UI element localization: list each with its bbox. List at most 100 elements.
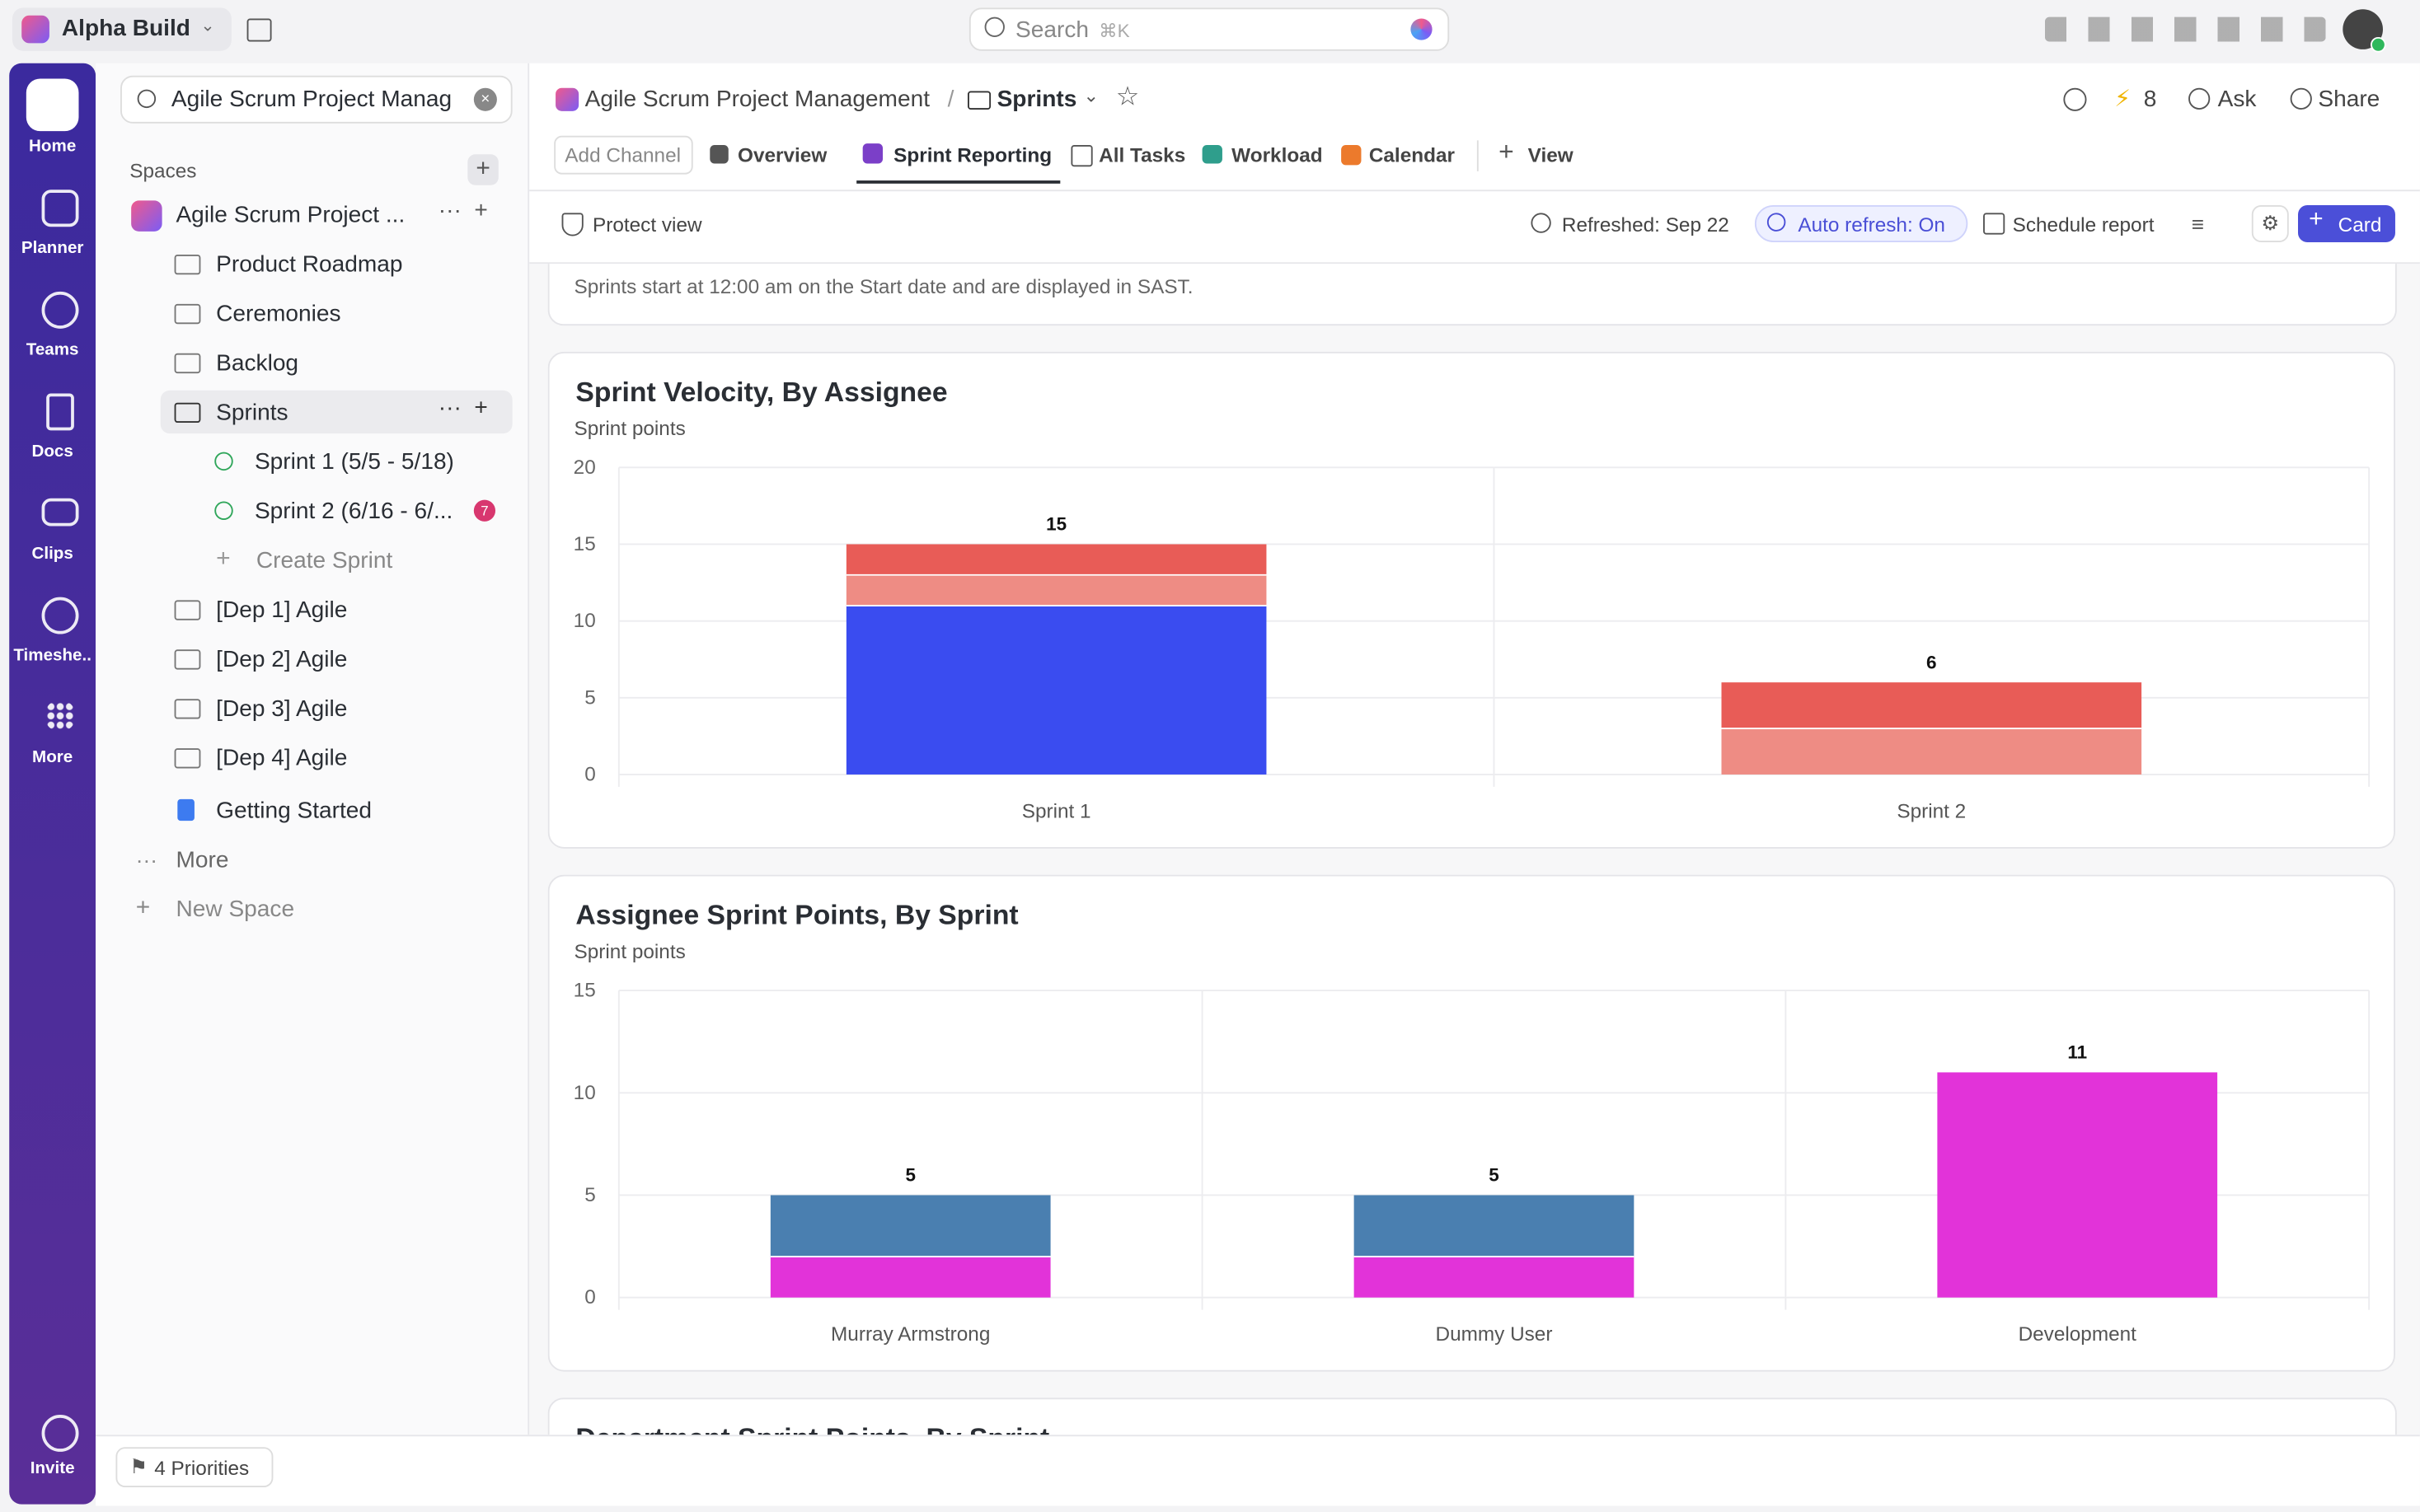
tab-icon <box>862 143 884 164</box>
toolbar-icons[interactable] <box>2044 16 2326 42</box>
folder-menu[interactable]: ··· + <box>438 395 488 422</box>
rail-item[interactable]: Teams <box>26 340 79 360</box>
rail-item[interactable]: Timeshe.. <box>13 646 91 666</box>
folder[interactable]: Ceremonies <box>216 301 341 327</box>
more-icon[interactable] <box>46 701 74 730</box>
favorite[interactable]: ☆ <box>1115 82 1140 111</box>
tab[interactable]: All Tasks <box>1099 143 1186 167</box>
priorities-button[interactable] <box>115 1447 274 1487</box>
tab[interactable]: Calendar <box>1368 143 1456 167</box>
schedule-report[interactable]: Schedule report <box>2012 213 2155 236</box>
tab[interactable]: Workload <box>1231 143 1323 167</box>
refreshed[interactable]: Refreshed: Sep 22 <box>1561 213 1729 236</box>
rail-item[interactable]: Docs <box>31 442 73 461</box>
clear-search[interactable]: × <box>473 87 497 111</box>
bar-segment <box>1353 1257 1634 1298</box>
breadcrumb-current[interactable]: Sprints <box>997 86 1077 113</box>
calendar-icon[interactable] <box>246 18 272 42</box>
tab-active[interactable]: Sprint Reporting <box>893 143 1053 167</box>
report-icon <box>1983 213 2005 235</box>
x-tick-label: Dummy User <box>1436 1323 1553 1346</box>
docs-icon[interactable] <box>46 393 74 431</box>
search-box[interactable] <box>968 7 1450 51</box>
invite-icon[interactable] <box>41 1414 79 1452</box>
workspace-name[interactable]: Alpha Build <box>61 15 190 42</box>
workspace-logo <box>21 15 49 44</box>
rail-item[interactable]: Invite <box>30 1459 75 1478</box>
ask-button[interactable]: Ask <box>2217 86 2257 113</box>
planner-icon[interactable] <box>41 190 79 227</box>
divider <box>1476 140 1479 171</box>
search-icon <box>137 89 157 109</box>
sprint[interactable]: Sprint 2 (6/16 - 6/... <box>254 498 453 525</box>
rail-item[interactable]: Clips <box>31 544 73 564</box>
rail-item[interactable]: Home <box>29 137 77 157</box>
folder[interactable]: Product Roadmap <box>216 251 403 279</box>
folder-icon <box>967 91 992 110</box>
space-name[interactable]: Agile Scrum Project ... <box>176 202 406 229</box>
more-icon: ··· <box>135 846 157 872</box>
add-space[interactable]: + <box>467 154 499 185</box>
total-label: 6 <box>1926 652 1936 672</box>
chart-subtitle: Sprint points <box>575 418 686 440</box>
nav-rail: Home Planner Teams Docs Clips Timeshe.. … <box>9 63 96 1505</box>
folder[interactable]: Backlog <box>216 350 299 377</box>
folder[interactable]: [Dep 2] Agile <box>216 646 348 673</box>
y-tick-label: 10 <box>574 610 596 632</box>
plus-icon: + <box>135 894 151 921</box>
total-label: 15 <box>1046 514 1067 535</box>
folder[interactable]: Sprints <box>216 399 288 426</box>
bar-segment <box>1721 728 2142 775</box>
flag-icon: ⚑ <box>129 1454 148 1478</box>
breadcrumb[interactable]: Agile Scrum Project Management <box>584 86 931 113</box>
card-label[interactable]: Card <box>2338 213 2382 236</box>
tab-icon <box>1341 145 1362 166</box>
priorities[interactable]: 4 Priorities <box>154 1456 250 1480</box>
teams-icon[interactable] <box>41 291 79 329</box>
folder[interactable]: [Dep 4] Agile <box>216 745 348 772</box>
timesheets-icon[interactable] <box>41 597 79 634</box>
search-placeholder[interactable]: Search <box>1015 16 1090 44</box>
add-view[interactable]: View <box>1527 143 1573 167</box>
automation-count[interactable]: 8 <box>2143 86 2157 113</box>
bar-segment <box>846 544 1267 575</box>
dashboard: Sprints start at 12:00 am on the Start d… <box>529 264 2420 1435</box>
folder[interactable]: [Dep 1] Agile <box>216 597 348 624</box>
home-icon[interactable] <box>26 78 79 132</box>
card-button[interactable] <box>2298 205 2395 242</box>
rail-item[interactable]: More <box>32 748 73 767</box>
note: Sprints start at 12:00 am on the Start d… <box>574 274 1194 298</box>
sprint-icon <box>214 501 233 520</box>
presence-icon[interactable] <box>2063 87 2087 111</box>
tab[interactable]: Overview <box>738 143 828 167</box>
chart-title: Sprint Velocity, By Assignee <box>575 377 947 408</box>
chart-card: Sprint Velocity, By Assignee Sprint point… <box>547 351 2395 849</box>
rail-item[interactable]: Planner <box>21 239 84 258</box>
folder-icon <box>174 254 201 275</box>
ai-icon[interactable] <box>1410 18 1433 40</box>
add-channel-box[interactable] <box>554 135 693 175</box>
settings-button[interactable]: ⚙ <box>2251 205 2289 242</box>
filter-icon[interactable]: ≡ <box>2191 211 2205 236</box>
create-sprint[interactable]: Create Sprint <box>256 547 393 574</box>
sprint[interactable]: Sprint 1 (5/5 - 5/18) <box>254 448 454 475</box>
sidebar-more[interactable]: More <box>176 846 229 873</box>
space-menu[interactable]: ··· + <box>438 197 488 224</box>
auto-refresh[interactable]: Auto refresh: On <box>1798 213 1945 236</box>
tab[interactable]: Add Channel <box>565 143 682 167</box>
chart-title: Department Sprint Points, By Sprint <box>575 1422 1049 1435</box>
sidebar-search[interactable] <box>120 75 513 124</box>
spaces-heading: Spaces <box>129 158 197 182</box>
refresh-icon <box>1531 213 1551 233</box>
auto-refresh-pill[interactable] <box>1754 205 1968 242</box>
divider <box>529 190 2420 192</box>
doc[interactable]: Getting Started <box>216 798 373 824</box>
share-button[interactable]: Share <box>2318 86 2380 113</box>
new-space[interactable]: New Space <box>176 896 295 923</box>
folder[interactable]: [Dep 3] Agile <box>216 695 348 723</box>
chevron[interactable]: ⌄ <box>1083 84 1100 107</box>
folder-icon <box>174 353 201 374</box>
protect-view[interactable]: Protect view <box>593 213 702 236</box>
sidebar-search-text[interactable]: Agile Scrum Project Manag <box>171 86 453 113</box>
clips-icon[interactable] <box>41 498 79 527</box>
